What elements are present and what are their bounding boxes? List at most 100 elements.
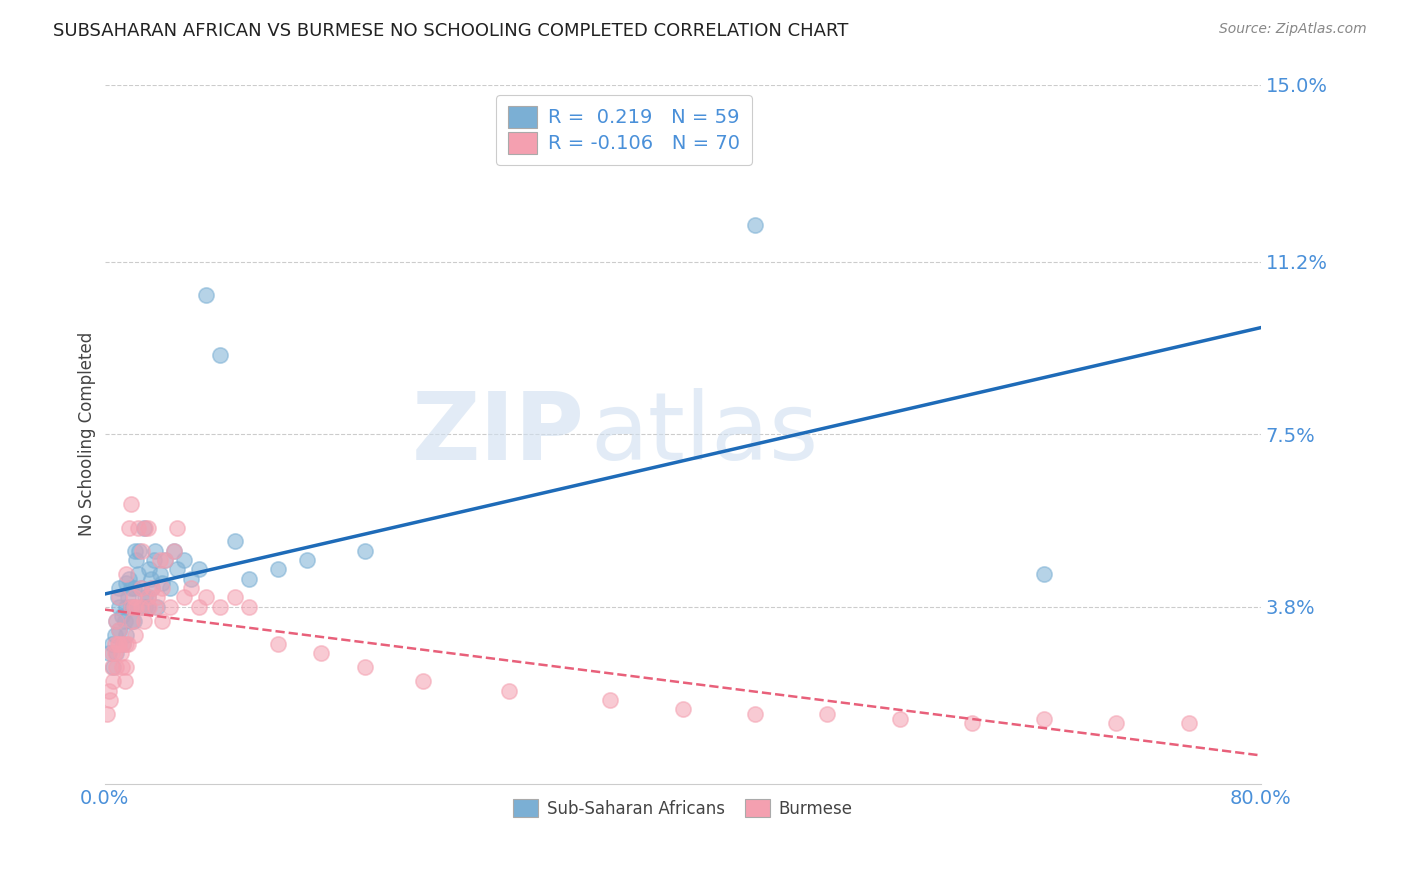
Point	[114, 614, 136, 628]
Point	[122, 581, 145, 595]
Point	[148, 553, 170, 567]
Point	[672, 702, 695, 716]
Point	[104, 637, 127, 651]
Point	[129, 581, 152, 595]
Point	[112, 637, 135, 651]
Legend: Sub-Saharan Africans, Burmese: Sub-Saharan Africans, Burmese	[506, 793, 859, 824]
Point	[101, 660, 124, 674]
Point	[143, 599, 166, 614]
Point	[744, 706, 766, 721]
Point	[120, 599, 142, 614]
Point	[166, 520, 188, 534]
Point	[159, 581, 181, 595]
Point	[132, 614, 155, 628]
Point	[97, 683, 120, 698]
Point	[129, 599, 152, 614]
Point	[152, 581, 174, 595]
Point	[105, 660, 128, 674]
Point	[120, 581, 142, 595]
Point	[103, 660, 125, 674]
Point	[127, 567, 149, 582]
Point	[107, 591, 129, 605]
Point	[134, 520, 156, 534]
Point	[180, 572, 202, 586]
Point	[124, 543, 146, 558]
Point	[295, 553, 318, 567]
Point	[108, 623, 131, 637]
Point	[155, 553, 177, 567]
Point	[129, 599, 152, 614]
Point	[142, 553, 165, 567]
Point	[187, 562, 209, 576]
Point	[267, 637, 290, 651]
Point	[155, 553, 177, 567]
Point	[120, 599, 142, 614]
Point	[143, 543, 166, 558]
Point	[173, 553, 195, 567]
Point	[163, 543, 186, 558]
Point	[889, 712, 911, 726]
Point	[97, 646, 120, 660]
Point	[105, 614, 128, 628]
Point	[125, 553, 148, 567]
Point	[173, 591, 195, 605]
Point	[194, 591, 217, 605]
Point	[111, 660, 134, 674]
Text: ZIP: ZIP	[412, 388, 585, 480]
Point	[139, 572, 162, 586]
Point	[115, 599, 138, 614]
Point	[117, 637, 139, 651]
Point	[1033, 712, 1056, 726]
Text: Source: ZipAtlas.com: Source: ZipAtlas.com	[1219, 22, 1367, 37]
Point	[224, 534, 246, 549]
Point	[159, 599, 181, 614]
Point	[267, 562, 290, 576]
Point	[152, 576, 174, 591]
Point	[112, 637, 135, 651]
Point	[100, 693, 122, 707]
Point	[107, 637, 129, 651]
Point	[105, 614, 128, 628]
Point	[101, 637, 124, 651]
Point	[127, 520, 149, 534]
Point	[209, 348, 232, 362]
Point	[412, 674, 434, 689]
Point	[118, 520, 141, 534]
Point	[115, 628, 138, 642]
Point	[121, 614, 143, 628]
Point	[128, 543, 150, 558]
Point	[744, 218, 766, 232]
Point	[138, 562, 160, 576]
Point	[101, 646, 124, 660]
Point	[134, 599, 156, 614]
Point	[122, 614, 145, 628]
Point	[136, 520, 159, 534]
Point	[111, 609, 134, 624]
Point	[960, 716, 983, 731]
Point	[136, 591, 159, 605]
Point	[311, 646, 333, 660]
Point	[238, 599, 260, 614]
Point	[238, 572, 260, 586]
Point	[148, 567, 170, 582]
Point	[209, 599, 232, 614]
Point	[180, 581, 202, 595]
Point	[132, 520, 155, 534]
Point	[1177, 716, 1199, 731]
Point	[134, 591, 156, 605]
Point	[104, 628, 127, 642]
Point	[115, 576, 138, 591]
Point	[166, 562, 188, 576]
Point	[108, 581, 131, 595]
Point	[141, 581, 163, 595]
Point	[187, 599, 209, 614]
Point	[115, 637, 138, 651]
Point	[163, 543, 186, 558]
Point	[115, 660, 138, 674]
Point	[122, 599, 145, 614]
Point	[131, 543, 153, 558]
Point	[145, 591, 167, 605]
Point	[122, 599, 145, 614]
Text: atlas: atlas	[591, 388, 818, 480]
Point	[118, 572, 141, 586]
